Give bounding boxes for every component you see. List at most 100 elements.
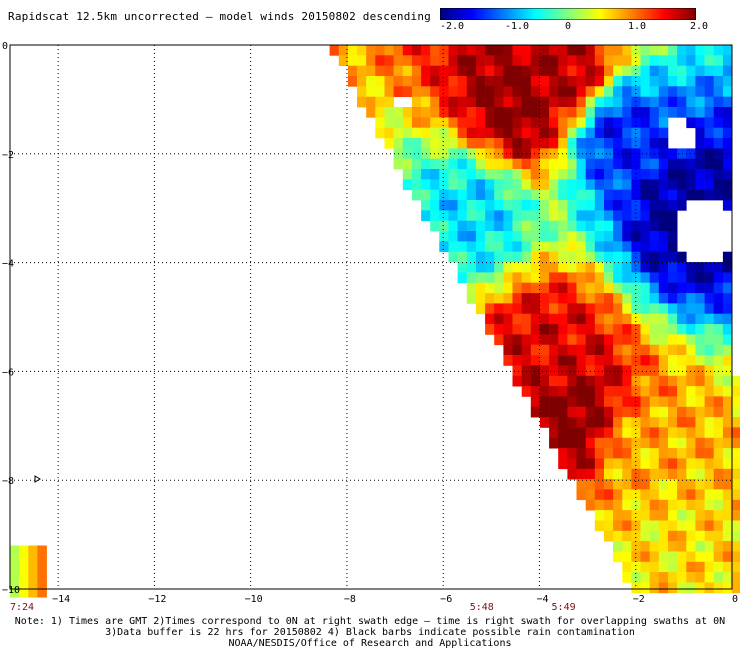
field-cell <box>613 313 623 325</box>
field-cell <box>585 293 596 304</box>
field-cell <box>649 76 660 87</box>
field-cell <box>485 179 495 191</box>
field-cell <box>732 582 740 594</box>
field-cell <box>457 179 468 191</box>
field-cell <box>668 417 678 428</box>
field-cell <box>668 427 678 439</box>
field-cell <box>466 138 477 149</box>
field-cell <box>558 241 568 253</box>
field-cell <box>457 65 468 77</box>
field-cell <box>704 468 715 480</box>
field-cell <box>649 582 660 594</box>
field-cell <box>649 375 660 387</box>
field-cell <box>649 324 660 335</box>
field-cell <box>713 572 724 583</box>
field-cell <box>613 210 623 222</box>
field-cell <box>448 169 458 180</box>
field-cell <box>439 169 449 180</box>
field-cell <box>704 479 715 490</box>
field-cell <box>622 179 632 191</box>
field-cell <box>677 179 687 191</box>
field-cell <box>594 189 605 201</box>
field-cell <box>539 45 550 56</box>
field-cell <box>494 169 504 180</box>
field-cell <box>613 86 623 97</box>
field-cell <box>10 566 20 577</box>
field-cell <box>622 241 632 253</box>
field-cell <box>576 45 586 56</box>
y-axis-ticks: 0 −2 −4 −6 −8 −10 <box>2 41 20 596</box>
field-cell <box>668 406 678 418</box>
field-cell <box>622 272 632 284</box>
field-cell <box>622 293 632 304</box>
field-cell <box>649 293 660 304</box>
field-cell <box>503 303 513 315</box>
field-cell <box>649 489 660 501</box>
field-cell <box>677 158 687 170</box>
field-cell <box>677 355 687 366</box>
field-cell <box>668 572 678 583</box>
field-cell <box>485 189 495 201</box>
field-cell <box>411 127 422 139</box>
field-cell <box>558 251 568 263</box>
field-cell <box>594 293 605 304</box>
field-cell <box>613 344 623 356</box>
field-cell <box>686 344 696 356</box>
field-cell <box>421 127 431 139</box>
field-cell <box>604 55 614 66</box>
field-cell <box>613 510 623 521</box>
field-cell <box>695 375 705 387</box>
field-cell <box>512 148 522 160</box>
field-cell <box>475 45 486 56</box>
field-cell <box>530 231 541 242</box>
field-cell <box>649 561 660 573</box>
field-cell <box>393 107 404 118</box>
field-cell <box>439 96 449 108</box>
field-cell <box>658 572 669 583</box>
field-cell <box>622 117 632 129</box>
field-cell <box>494 45 504 56</box>
field-cell <box>594 158 605 170</box>
field-cell <box>466 107 477 118</box>
field-cell <box>686 551 696 563</box>
field-cell <box>28 576 38 588</box>
field-cell <box>649 138 660 149</box>
field-cell <box>494 158 504 170</box>
field-cell <box>640 551 650 563</box>
field-cell <box>686 282 696 294</box>
field-cell <box>549 334 559 346</box>
field-cell <box>567 55 577 66</box>
field-cell <box>530 148 541 160</box>
field-cell <box>521 313 532 325</box>
field-cell <box>594 76 605 87</box>
field-cell <box>448 148 458 160</box>
field-cell <box>622 427 632 439</box>
field-cell <box>686 324 696 335</box>
field-cell <box>567 334 577 346</box>
y-tick-label: −4 <box>2 259 14 270</box>
field-cell <box>512 375 522 387</box>
field-cell <box>604 76 614 87</box>
field-cell <box>475 158 486 170</box>
field-cell <box>704 355 715 366</box>
field-cell <box>530 200 541 211</box>
field-cell <box>649 220 660 232</box>
field-cell <box>677 148 687 160</box>
field-cell <box>695 55 705 66</box>
field-cell <box>485 169 495 180</box>
field-cell <box>686 458 696 470</box>
field-cell <box>649 179 660 191</box>
field-cell <box>713 158 724 170</box>
field-cell <box>613 375 623 387</box>
field-cell <box>695 138 705 149</box>
field-cell <box>384 86 394 97</box>
field-cell <box>622 572 632 583</box>
field-cell <box>649 127 660 139</box>
field-cell <box>393 117 404 129</box>
field-cell <box>713 282 724 294</box>
field-cell <box>604 127 614 139</box>
field-cell <box>640 282 650 294</box>
field-cell <box>558 458 568 470</box>
field-cell <box>649 406 660 418</box>
field-cell <box>485 251 495 263</box>
